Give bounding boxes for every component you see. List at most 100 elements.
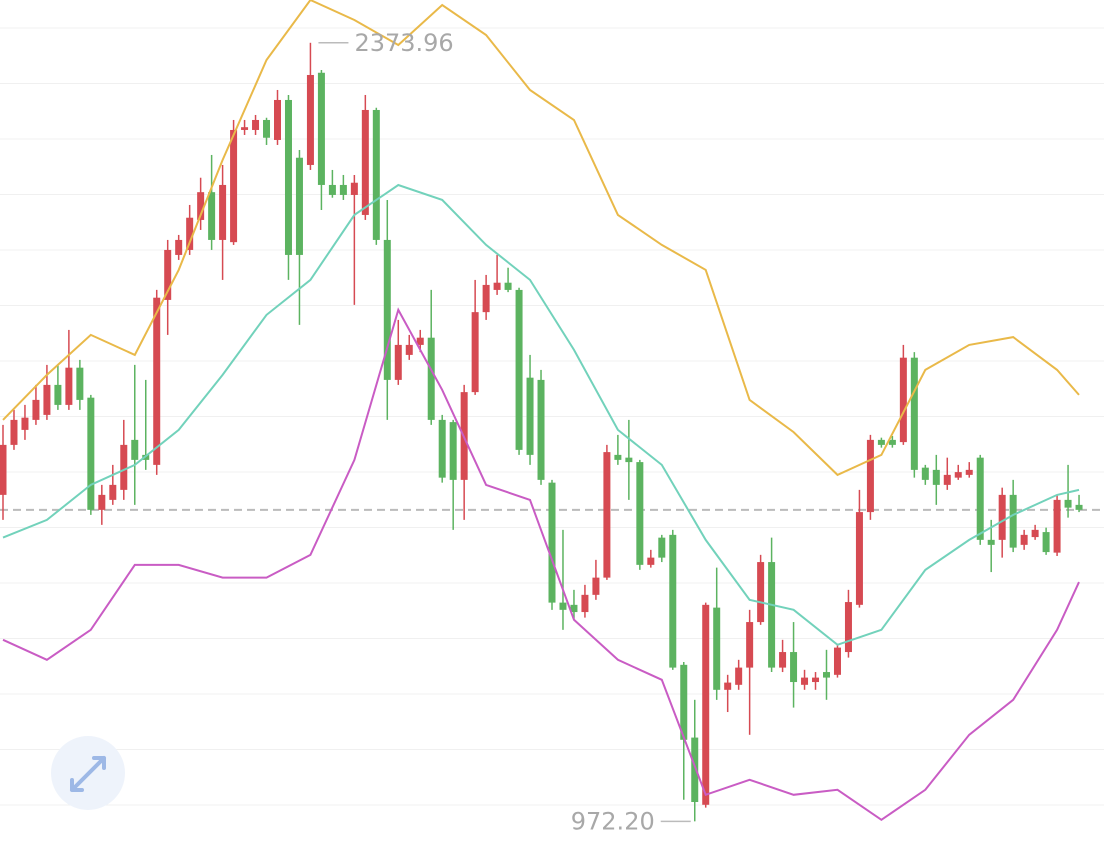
candle-body	[537, 379, 545, 480]
candle-body	[866, 439, 874, 513]
candle-body	[614, 454, 622, 460]
candle-body	[735, 667, 743, 685]
candle-body	[339, 184, 347, 195]
candle-body	[274, 99, 281, 140]
candle-body	[383, 239, 391, 380]
candle-body	[427, 337, 435, 420]
candle-body	[954, 472, 962, 478]
candle-body	[724, 682, 732, 690]
candle-body	[570, 604, 578, 613]
candle-body	[76, 367, 84, 400]
candle-body	[493, 282, 501, 290]
candle-body	[306, 74, 314, 165]
candle-body	[877, 439, 885, 445]
candle-body	[1031, 529, 1039, 538]
candle-body	[21, 417, 29, 430]
candle-body	[350, 182, 358, 195]
candle-body	[888, 439, 896, 445]
candle-body	[592, 577, 600, 595]
candle-body	[241, 127, 249, 130]
candle-body	[779, 652, 787, 668]
candle-body	[295, 157, 303, 255]
candle-body	[0, 444, 7, 495]
annotation-label: 972.20	[571, 807, 655, 835]
candle-body	[197, 192, 205, 220]
candle-body	[98, 494, 106, 510]
candle-body	[910, 357, 918, 470]
band-line	[2, 0, 1080, 477]
candle-body	[175, 239, 183, 255]
candle-body	[943, 474, 951, 485]
candle-body	[394, 344, 402, 380]
candle-body	[702, 604, 710, 805]
plot: 2373.96 972.20	[0, 0, 1083, 835]
candle-body	[855, 512, 863, 605]
candle-body	[746, 622, 754, 668]
candle-body	[768, 562, 776, 668]
candle-body	[328, 184, 336, 195]
candle-body	[504, 282, 512, 290]
candle-body	[548, 482, 556, 603]
candle-body	[625, 457, 633, 463]
candle-body	[131, 439, 139, 460]
candle-body	[965, 469, 973, 475]
candle-body	[812, 677, 820, 683]
candle-body	[153, 297, 161, 465]
candle-body	[186, 217, 194, 250]
candle-body	[449, 422, 457, 480]
candle-body	[932, 469, 940, 485]
candle-body	[1009, 494, 1017, 548]
grid	[0, 27, 1104, 806]
candle-body	[844, 602, 852, 653]
candle-body	[790, 652, 798, 683]
candle-body	[372, 109, 380, 240]
candle-body	[43, 384, 51, 415]
candle-body	[317, 72, 325, 185]
candle-body	[987, 539, 995, 545]
candle-body	[219, 184, 227, 240]
candle-body	[164, 249, 172, 300]
candle-body	[823, 672, 830, 678]
candle-body	[54, 384, 62, 405]
annotation-label: 2373.96	[354, 29, 453, 57]
candle-body	[691, 737, 699, 803]
candle-body	[976, 457, 984, 540]
candle-body	[208, 192, 216, 240]
candle-body	[899, 357, 907, 443]
candle-body	[252, 119, 260, 130]
candle-body	[669, 534, 677, 668]
candle-body	[361, 109, 369, 215]
candle-body	[658, 537, 666, 558]
expand-button[interactable]	[51, 736, 125, 810]
candle-body	[713, 607, 721, 690]
candle-body	[680, 664, 688, 740]
candle-body	[405, 344, 413, 355]
candle-body	[482, 284, 490, 313]
candle-body	[32, 399, 40, 420]
candle-body	[471, 312, 479, 393]
candle-body	[1053, 499, 1061, 553]
candle-body	[438, 419, 446, 478]
candle-body	[1042, 532, 1050, 553]
candle-body	[120, 444, 128, 490]
candle-body	[603, 452, 611, 578]
candle-body	[647, 557, 655, 565]
candle-body	[581, 594, 589, 613]
candle-body	[1064, 499, 1072, 508]
candle-body	[284, 99, 292, 255]
candle-body	[1075, 504, 1083, 510]
candle-body	[757, 562, 765, 623]
band-line	[2, 183, 1080, 646]
candle-body	[109, 484, 117, 500]
candle-body	[833, 647, 841, 675]
expand-icon[interactable]	[70, 756, 106, 792]
candle-body	[263, 119, 271, 138]
candle-body	[801, 677, 809, 685]
candle-body	[87, 397, 95, 510]
candle-body	[230, 129, 238, 243]
candle-body	[559, 602, 567, 610]
candle-body	[921, 467, 929, 480]
candle-body	[636, 462, 644, 565]
candle-body	[526, 377, 534, 455]
